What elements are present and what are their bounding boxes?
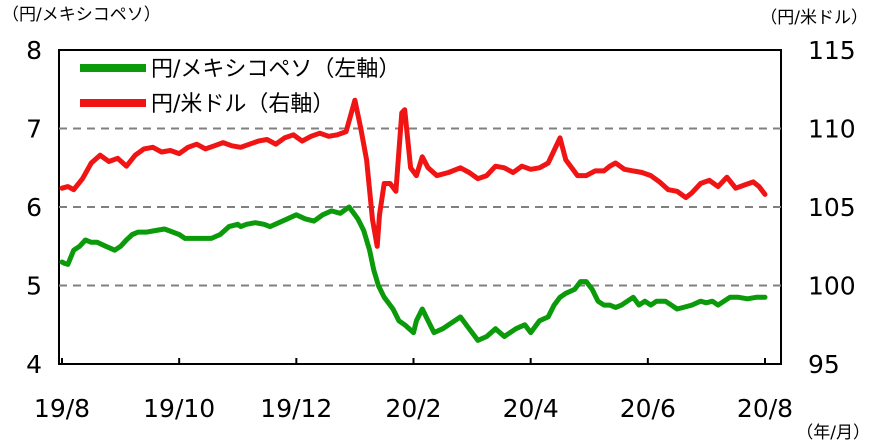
left-tick-label-4: 8 xyxy=(26,36,42,65)
x-tick-label-2: 19/12 xyxy=(260,394,332,423)
x-tick-label-6: 20/8 xyxy=(737,394,793,423)
legend-label-peso: 円/メキシコペソ（左軸） xyxy=(151,57,400,82)
right-tick-label-1: 100 xyxy=(808,272,856,301)
series-lines xyxy=(59,97,768,343)
series-line-jpy-usd xyxy=(59,97,768,249)
right-tick-label-4: 115 xyxy=(808,36,856,65)
right-tick-label-3: 110 xyxy=(808,115,856,144)
left-tick-label-0: 4 xyxy=(26,350,42,379)
legend-label-usd: 円/米ドル（右軸） xyxy=(151,92,334,117)
right-axis-unit-label: （円/米ドル） xyxy=(760,8,868,28)
x-tick-label-0: 19/8 xyxy=(34,394,90,423)
axis-ticks: 4 5 6 7 8 95 100 105 110 115 19/8 19/10 19/12 20/2 20/… xyxy=(26,36,856,423)
x-tick-label-5: 20/6 xyxy=(620,394,676,423)
left-tick-label-2: 6 xyxy=(26,193,42,222)
left-axis-unit-label: （円/メキシコペソ） xyxy=(2,5,161,25)
left-tick-label-3: 7 xyxy=(26,115,42,144)
series-line-jpy-mxn xyxy=(59,204,768,343)
legend: 円/メキシコペソ（左軸） 円/米ドル（右軸） xyxy=(80,57,400,117)
x-tick-label-4: 20/4 xyxy=(503,394,559,423)
right-tick-label-2: 105 xyxy=(808,193,856,222)
right-tick-label-0: 95 xyxy=(808,350,840,379)
x-axis-unit-label: （年/月） xyxy=(796,423,870,443)
x-tick-label-1: 19/10 xyxy=(143,394,215,423)
left-tick-label-1: 5 xyxy=(26,272,42,301)
x-tick-label-3: 20/2 xyxy=(385,394,441,423)
